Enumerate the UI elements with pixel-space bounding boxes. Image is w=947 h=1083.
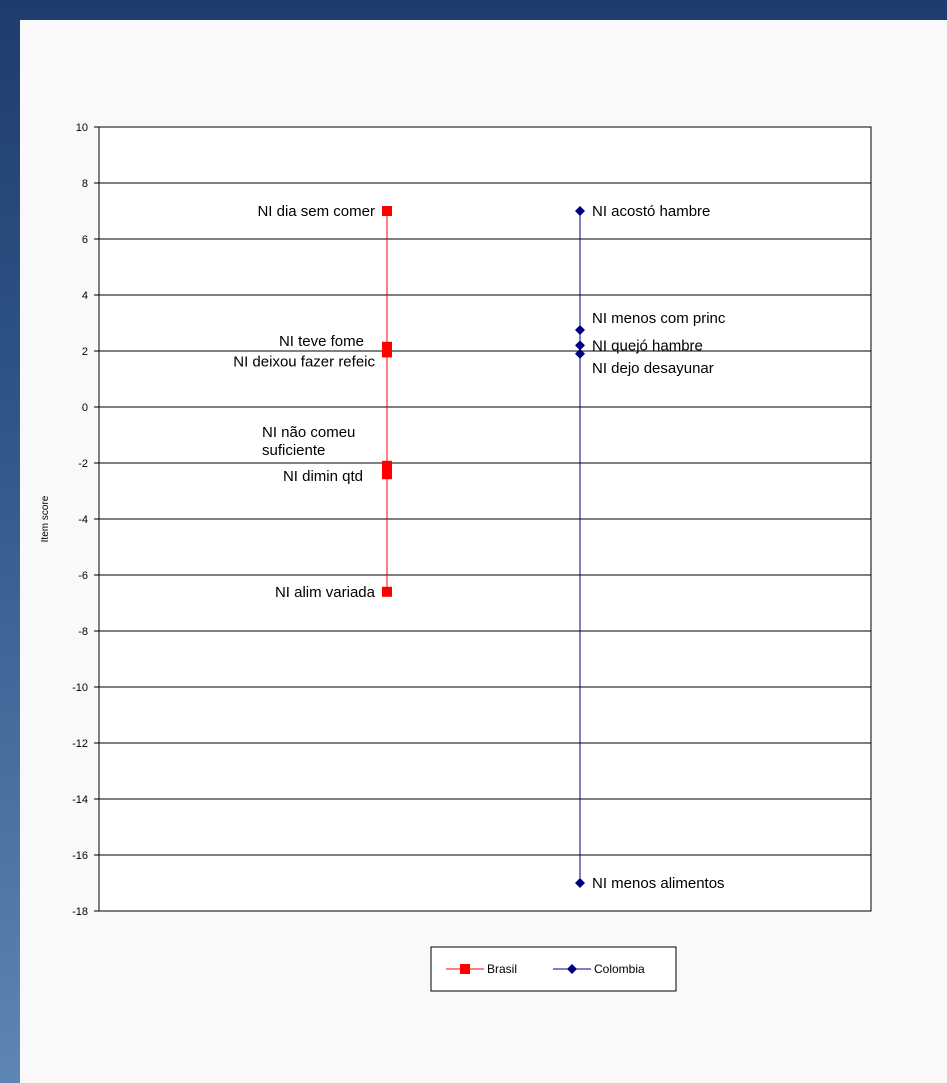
marker-square	[382, 460, 392, 471]
point-label: NI alim variada	[275, 584, 376, 601]
y-tick-label: -14	[72, 794, 88, 806]
marker-diamond	[575, 325, 585, 335]
y-tick-label: -4	[78, 514, 88, 526]
y-tick-label: -6	[78, 570, 88, 582]
marker-square	[382, 341, 392, 352]
y-tick-label: 8	[82, 178, 88, 190]
marker-diamond	[575, 348, 585, 359]
point-label: NI dimin qtd	[283, 468, 363, 485]
y-tick-label: 0	[82, 402, 88, 414]
point-label: NI menos alimentos	[592, 875, 725, 892]
marker-diamond	[575, 878, 585, 888]
point-label: NI menos com princ	[592, 310, 726, 327]
y-tick-label: -16	[72, 850, 88, 862]
y-tick-label: -18	[72, 906, 88, 918]
legend-marker	[567, 964, 577, 974]
marker-square	[382, 206, 392, 216]
marker-diamond	[575, 206, 585, 216]
y-tick-label: -10	[72, 682, 88, 694]
marker-square	[382, 469, 392, 480]
point-label: NI quejó hambre	[592, 337, 703, 354]
legend-label: Brasil	[487, 962, 517, 976]
y-tick-label: -8	[78, 626, 88, 638]
y-tick-label: -12	[72, 738, 88, 750]
marker-square	[382, 586, 392, 597]
y-tick-label: 6	[82, 234, 88, 246]
point-label: NI dia sem comer	[257, 203, 375, 220]
y-tick-label: -2	[78, 458, 88, 470]
legend-marker	[460, 964, 470, 974]
y-tick-label: 10	[76, 122, 88, 134]
point-label: NI deixou fazer refeic	[233, 353, 375, 370]
point-label: NI acostó hambre	[592, 203, 710, 220]
y-axis-title: Item score	[40, 495, 51, 542]
y-tick-label: 4	[82, 290, 88, 302]
y-tick-label: 2	[82, 346, 88, 358]
legend-label: Colombia	[594, 962, 645, 976]
marker-diamond	[575, 340, 585, 351]
point-label: NI dejo desayunar	[592, 360, 714, 377]
plot-border	[98, 126, 872, 912]
point-label: NI teve fome	[279, 333, 364, 350]
point-label: NI não comeu suficiente	[262, 424, 355, 459]
marker-square	[382, 347, 392, 358]
